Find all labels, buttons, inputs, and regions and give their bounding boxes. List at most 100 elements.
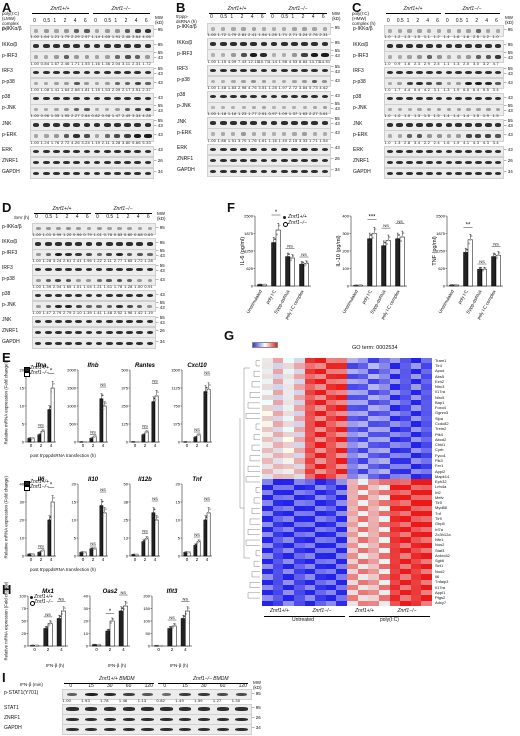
timepoint-label: 0.5 bbox=[220, 14, 228, 20]
blot-band bbox=[114, 160, 121, 165]
blot-band bbox=[42, 97, 50, 101]
blot-band bbox=[425, 160, 433, 165]
heatmap-cell bbox=[378, 511, 390, 517]
heatmap-cell bbox=[293, 384, 305, 390]
blot-band bbox=[93, 44, 101, 48]
data-point bbox=[203, 522, 206, 524]
x-tick-label: 2 bbox=[40, 443, 43, 448]
quant-value: 1.0 bbox=[492, 34, 499, 40]
blot-band bbox=[270, 158, 278, 163]
quant-value: 3.4 bbox=[414, 139, 421, 145]
blot-band bbox=[103, 97, 111, 101]
quant-value: 1.3 bbox=[453, 60, 460, 66]
heatmap-cell bbox=[272, 500, 284, 507]
quant-value: 3.84 bbox=[299, 84, 308, 90]
quant-value: 0.96 bbox=[40, 113, 50, 119]
quant-value: 1.3 bbox=[414, 113, 421, 119]
heatmap-cell bbox=[410, 373, 422, 380]
mw-marker: – 43 bbox=[504, 79, 513, 85]
heatmap-cell bbox=[283, 421, 295, 427]
blot-band bbox=[280, 169, 288, 174]
heatmap-cell bbox=[293, 489, 305, 496]
heatmap-cell bbox=[347, 452, 358, 459]
blot-band bbox=[311, 147, 319, 152]
heatmap-cell bbox=[400, 416, 412, 422]
quant-value: 1.0 bbox=[404, 113, 411, 119]
data-point bbox=[105, 631, 108, 634]
heatmap-cell bbox=[262, 447, 273, 454]
heatmap-cell bbox=[368, 400, 380, 406]
significance-label: NS bbox=[383, 223, 389, 228]
mw-marker: – 26 bbox=[156, 328, 165, 334]
heatmap-cell bbox=[304, 511, 316, 517]
heatmap-cell bbox=[336, 511, 348, 517]
heatmap-cell bbox=[262, 569, 273, 575]
heatmap-cell bbox=[315, 479, 327, 485]
data-point bbox=[198, 433, 201, 436]
blot-band bbox=[54, 253, 63, 257]
heatmap-cell bbox=[357, 426, 369, 433]
chart-title: Ifit3 bbox=[167, 589, 178, 595]
heatmap-cell bbox=[262, 547, 273, 554]
blot-band bbox=[466, 108, 471, 112]
blot-band bbox=[396, 171, 404, 176]
data-point bbox=[285, 258, 288, 260]
data-point bbox=[155, 395, 158, 397]
heatmap-cell bbox=[389, 553, 401, 559]
blot-band bbox=[456, 134, 462, 138]
data-point bbox=[477, 269, 480, 272]
blot-band bbox=[126, 319, 133, 324]
x-axis-label: IFN-β (h) bbox=[46, 663, 65, 668]
blot-band bbox=[85, 330, 93, 335]
blot-band bbox=[272, 27, 277, 31]
timepoint-label: 6 bbox=[321, 14, 325, 20]
y-tick-label: 5 bbox=[74, 536, 77, 541]
heatmap-cell bbox=[293, 584, 305, 591]
quant-value: 1.61 bbox=[258, 137, 267, 143]
data-point bbox=[292, 254, 295, 257]
quant-value: 1.21 bbox=[50, 34, 60, 40]
genotype-line bbox=[93, 13, 150, 14]
data-point bbox=[204, 519, 207, 521]
blot-band bbox=[387, 108, 392, 112]
quant-value: 1.95 bbox=[61, 113, 70, 119]
quant-value: 3.61 bbox=[319, 111, 328, 117]
heatmap-cell bbox=[325, 474, 337, 480]
legend-marker bbox=[283, 222, 288, 227]
heatmap-cell bbox=[389, 373, 401, 380]
blot-band bbox=[322, 79, 328, 84]
heatmap-cell bbox=[315, 400, 327, 406]
blot-band bbox=[85, 242, 93, 246]
quant-value: 2.27 bbox=[309, 111, 318, 117]
blot-band bbox=[260, 53, 268, 57]
heatmap-cell bbox=[378, 553, 390, 559]
heatmap-cell bbox=[410, 416, 422, 422]
data-point bbox=[188, 441, 191, 443]
heatmap-cell bbox=[400, 479, 412, 485]
blot-band bbox=[96, 278, 102, 283]
quant-value: 0.82 bbox=[91, 113, 101, 119]
blot-band bbox=[73, 44, 81, 48]
heatmap-cell bbox=[272, 521, 284, 528]
heatmap-cell bbox=[368, 495, 380, 501]
dendrogram-branch bbox=[251, 444, 260, 451]
timepoint-label: 0 bbox=[69, 683, 73, 689]
blot-band bbox=[53, 70, 60, 75]
significance-label: NS bbox=[204, 370, 210, 375]
blot-row-label: p-ERK bbox=[2, 131, 17, 138]
heatmap-cell bbox=[347, 590, 358, 596]
y-tick-label: 500 bbox=[121, 368, 128, 373]
quant-value: 2.31 bbox=[132, 60, 141, 66]
heatmap-cell bbox=[315, 442, 327, 448]
blot-band bbox=[465, 81, 473, 86]
quant-value: 1.15 bbox=[217, 58, 227, 64]
heatmap-cell bbox=[368, 373, 380, 380]
heatmap-cell bbox=[421, 363, 433, 369]
blot-band bbox=[302, 106, 307, 110]
heatmap-cell bbox=[347, 553, 358, 559]
heatmap-cell bbox=[315, 505, 327, 512]
blot-band bbox=[144, 97, 152, 101]
quant-value: 1.71 bbox=[71, 60, 80, 66]
heatmap-cell bbox=[315, 563, 327, 570]
heatmap-cell bbox=[304, 437, 316, 443]
